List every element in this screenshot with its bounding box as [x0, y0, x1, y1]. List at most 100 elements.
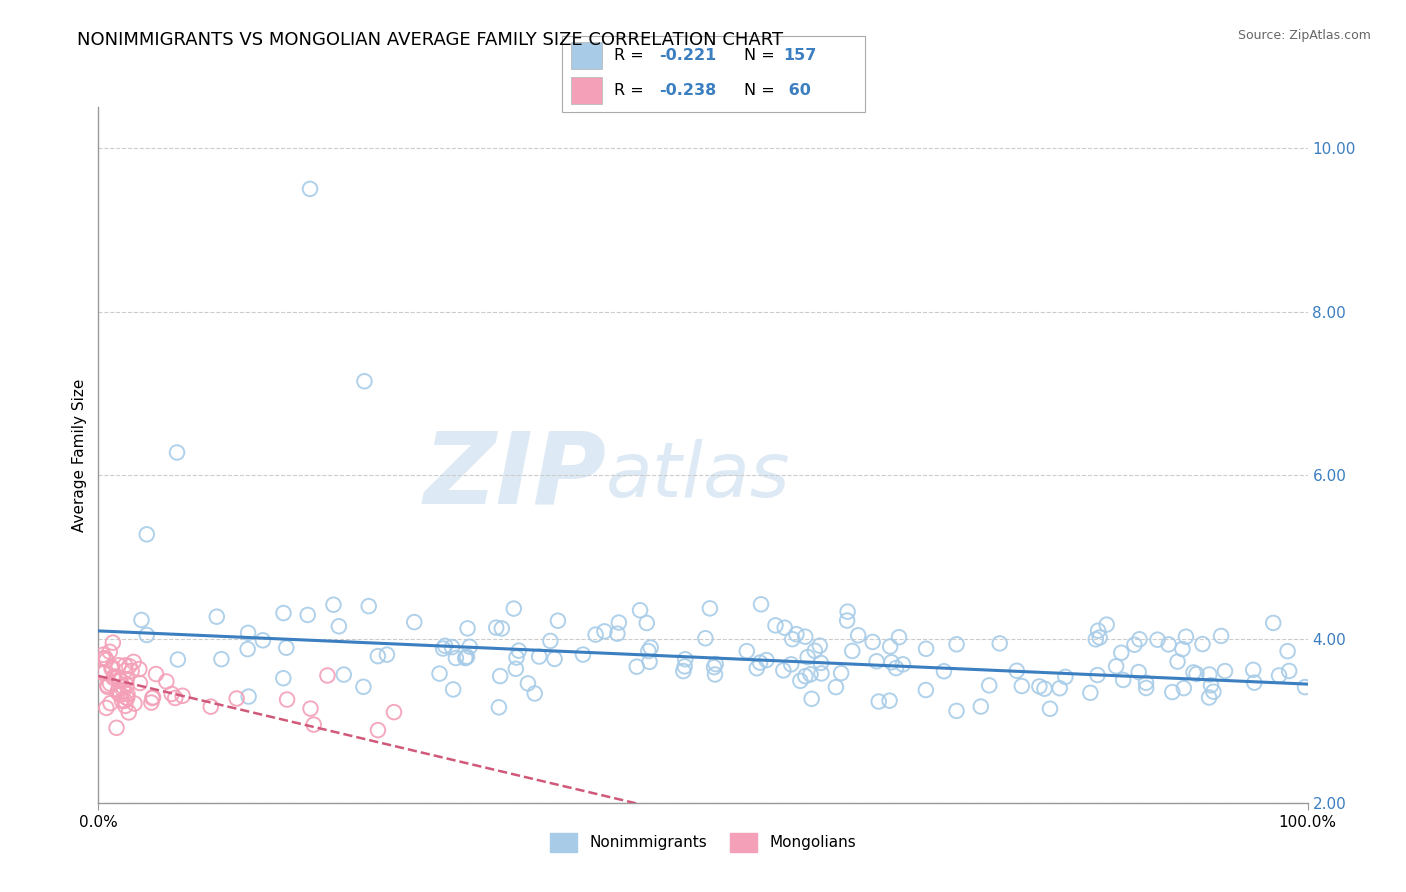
Point	[572, 648, 595, 662]
Point	[252, 633, 274, 648]
Point	[458, 640, 481, 654]
Point	[1241, 663, 1264, 677]
Point	[626, 659, 648, 673]
Point	[444, 651, 467, 665]
Point	[1277, 644, 1299, 658]
Point	[1087, 668, 1109, 682]
Point	[915, 641, 938, 656]
Point	[695, 632, 717, 646]
Point	[110, 673, 132, 688]
Point	[808, 639, 831, 653]
Point	[108, 673, 131, 687]
Point	[673, 659, 696, 673]
Point	[172, 689, 194, 703]
Point	[593, 624, 616, 639]
Point	[128, 676, 150, 690]
Point	[441, 682, 464, 697]
Point	[299, 182, 322, 196]
Point	[606, 626, 628, 640]
Point	[636, 615, 658, 630]
Point	[167, 652, 190, 666]
Point	[1191, 637, 1213, 651]
Text: NONIMMIGRANTS VS MONGOLIAN AVERAGE FAMILY SIZE CORRELATION CHART: NONIMMIGRANTS VS MONGOLIAN AVERAGE FAMIL…	[77, 31, 783, 49]
Point	[96, 653, 118, 667]
Point	[945, 704, 967, 718]
Point	[103, 671, 125, 685]
Text: N =: N =	[744, 83, 775, 98]
Point	[114, 694, 136, 708]
Text: N =: N =	[744, 48, 775, 63]
Bar	[571, 77, 602, 104]
Point	[353, 374, 375, 388]
Point	[745, 661, 768, 675]
Point	[1199, 678, 1222, 692]
Point	[155, 674, 177, 689]
Text: R =: R =	[614, 48, 644, 63]
Point	[1084, 632, 1107, 647]
Point	[749, 656, 772, 670]
Point	[97, 680, 120, 694]
Point	[276, 640, 298, 655]
Point	[110, 688, 132, 702]
Point	[94, 665, 117, 680]
Point	[135, 628, 157, 642]
Point	[107, 670, 129, 684]
Point	[91, 648, 114, 662]
Point	[799, 667, 821, 681]
Point	[502, 601, 524, 615]
Text: ZIP: ZIP	[423, 427, 606, 524]
Point	[432, 641, 454, 656]
Point	[1161, 685, 1184, 699]
Point	[98, 645, 121, 659]
Y-axis label: Average Family Size: Average Family Size	[72, 378, 87, 532]
Point	[810, 656, 832, 670]
Point	[1182, 665, 1205, 680]
Point	[585, 627, 607, 641]
Point	[1109, 646, 1132, 660]
Point	[1135, 681, 1157, 695]
Point	[1213, 664, 1236, 678]
Point	[1185, 667, 1208, 681]
Point	[538, 634, 561, 648]
Point	[1173, 681, 1195, 695]
Point	[704, 667, 727, 681]
Point	[841, 644, 863, 658]
Point	[141, 696, 163, 710]
Point	[508, 643, 530, 657]
Point	[209, 652, 232, 666]
Point	[1209, 629, 1232, 643]
Point	[352, 680, 374, 694]
Point	[107, 682, 129, 697]
Point	[880, 655, 903, 669]
Point	[200, 699, 222, 714]
Point	[273, 606, 295, 620]
Text: R =: R =	[614, 83, 644, 98]
Point	[367, 723, 389, 737]
Point	[638, 655, 661, 669]
Point	[1011, 679, 1033, 693]
Point	[142, 690, 165, 705]
Bar	[571, 42, 602, 69]
Point	[225, 691, 247, 706]
Point	[637, 644, 659, 658]
Text: 157: 157	[783, 48, 817, 63]
Point	[457, 621, 479, 635]
Point	[505, 662, 527, 676]
Point	[1278, 664, 1301, 678]
Point	[607, 615, 630, 630]
Point	[879, 693, 901, 707]
Point	[107, 685, 129, 699]
Point	[100, 696, 122, 710]
Point	[115, 691, 138, 706]
Point	[505, 650, 527, 665]
Text: 60: 60	[783, 83, 811, 98]
Point	[794, 669, 817, 683]
Point	[988, 636, 1011, 650]
Point	[1167, 655, 1189, 669]
Point	[703, 660, 725, 674]
Point	[112, 680, 135, 694]
Point	[1105, 659, 1128, 673]
Point	[830, 666, 852, 681]
Legend: Nonimmigrants, Mongolians: Nonimmigrants, Mongolians	[544, 827, 862, 858]
Point	[128, 662, 150, 676]
